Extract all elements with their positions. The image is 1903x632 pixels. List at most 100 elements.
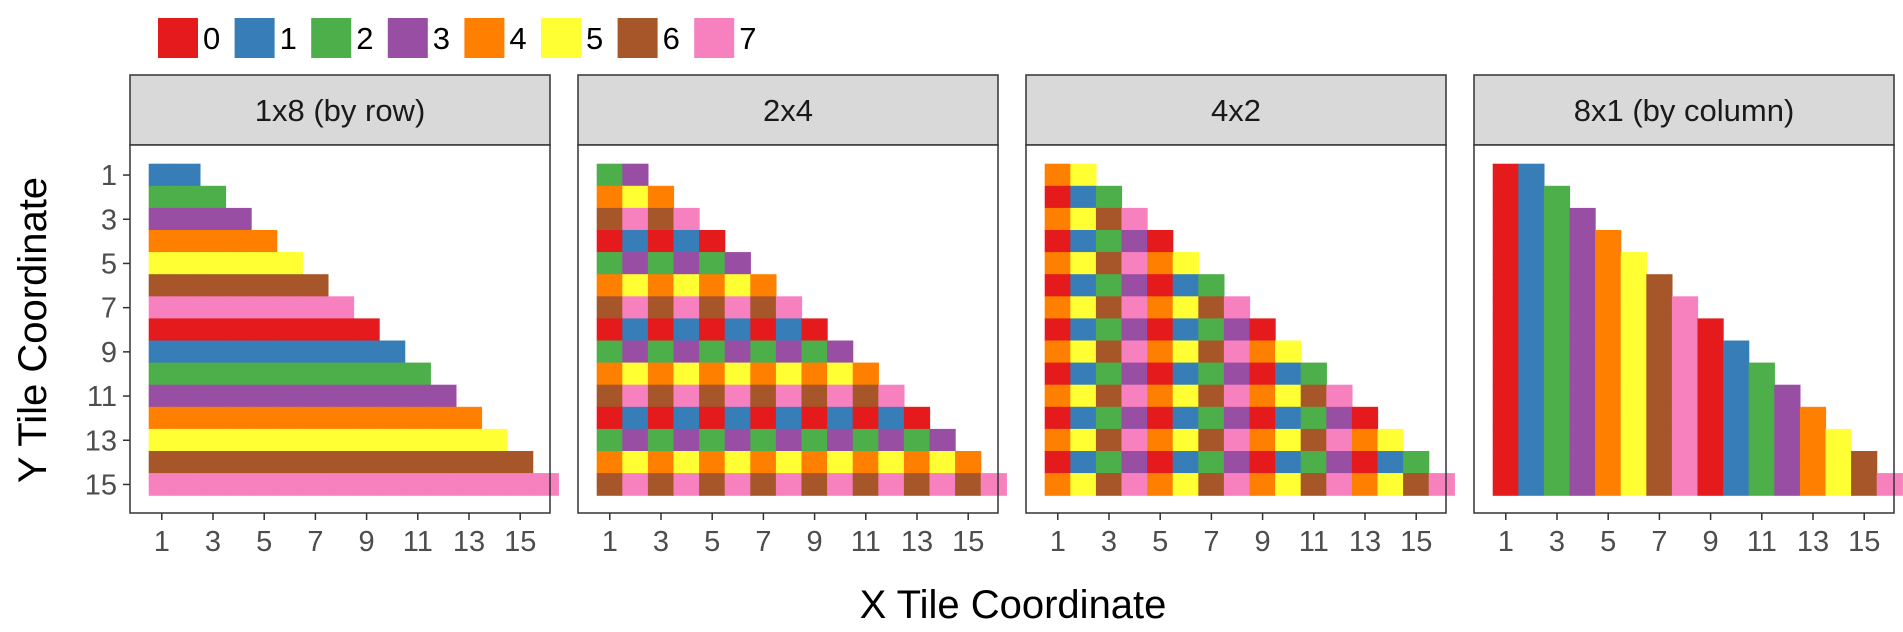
tile-x1-y12 — [622, 406, 649, 430]
tile-x3-y12 — [1121, 406, 1148, 430]
tile-x1-y15 — [1518, 473, 1545, 496]
tile-x3-y6 — [225, 274, 252, 297]
tile-x5-y8 — [1620, 318, 1647, 342]
tile-x12-y14 — [903, 450, 931, 474]
tile-x5-y11 — [276, 384, 303, 408]
tile-x11-y14 — [878, 450, 905, 474]
tile-x2-y10 — [1095, 362, 1123, 386]
tile-x4-y13 — [699, 428, 726, 452]
y-tick-label: 13 — [85, 425, 117, 457]
tile-x7-y8 — [1671, 318, 1699, 342]
tile-x8-y10 — [1249, 362, 1276, 386]
tile-x2-y9 — [647, 340, 675, 364]
tile-x12-y14 — [1351, 450, 1379, 474]
tile-x1-y14 — [622, 450, 649, 474]
tile-x7-y9 — [1671, 340, 1699, 364]
tile-x5-y13 — [724, 428, 751, 452]
tile-x12-y15 — [1799, 473, 1827, 496]
tile-x10-y10 — [1748, 362, 1775, 386]
tile-x13-y14 — [1825, 450, 1852, 474]
tile-x5-y15 — [1620, 473, 1647, 496]
y-tick-label: 9 — [101, 337, 117, 369]
tile-x5-y11 — [1620, 384, 1647, 408]
tile-x0-y8 — [1044, 318, 1071, 342]
tile-x5-y11 — [724, 384, 751, 408]
y-tick-label: 7 — [101, 293, 117, 325]
tile-x3-y12 — [1569, 406, 1596, 430]
panel-border — [1473, 144, 1895, 514]
tile-x2-y5 — [1095, 252, 1123, 275]
tiles — [148, 163, 559, 496]
tile-x2-y9 — [1543, 340, 1571, 364]
tile-x3-y3 — [1121, 207, 1148, 231]
legend-item-0: 0 — [158, 18, 220, 58]
tile-x3-y4 — [1569, 230, 1596, 253]
tile-x4-y7 — [699, 296, 726, 320]
x-tick-label: 13 — [1797, 526, 1829, 558]
legend-label: 1 — [280, 21, 297, 56]
tile-x11-y15 — [430, 473, 457, 496]
tile-x6-y8 — [1198, 318, 1225, 342]
legend-item-1: 1 — [234, 18, 297, 58]
tile-x2-y5 — [647, 252, 675, 275]
tile-x5-y9 — [724, 340, 751, 364]
tile-x6-y12 — [1198, 406, 1225, 430]
tile-x10-y11 — [852, 384, 879, 408]
tile-x2-y4 — [1543, 230, 1571, 253]
tile-x1-y4 — [174, 230, 201, 253]
tile-x15-y15 — [1876, 473, 1903, 496]
tile-x6-y8 — [1646, 318, 1673, 342]
legend-label: 3 — [433, 21, 450, 56]
tile-x8-y8 — [353, 318, 380, 342]
tile-x1-y14 — [174, 450, 201, 474]
tile-x10-y15 — [852, 473, 879, 496]
tile-x0-y4 — [596, 230, 623, 253]
tile-x2-y13 — [199, 428, 227, 452]
panel-4: 8x1 (by column)1 3 5 7 9 11 13 15 — [1473, 74, 1903, 558]
tile-x12-y15 — [903, 473, 931, 496]
tile-x3-y15 — [225, 473, 252, 496]
tile-x3-y8 — [1121, 318, 1148, 342]
tile-x10-y12 — [404, 406, 431, 430]
tile-x3-y11 — [225, 384, 252, 408]
tile-x3-y7 — [673, 296, 700, 320]
tile-x5-y8 — [1172, 318, 1199, 342]
tile-x13-y14 — [1377, 450, 1404, 474]
tile-x4-y7 — [251, 296, 278, 320]
x-tick-label: 9 — [1703, 526, 1719, 558]
tile-x7-y15 — [1671, 473, 1699, 496]
tile-x11-y11 — [878, 384, 905, 408]
tile-x1-y14 — [1518, 450, 1545, 474]
tile-x4-y9 — [1595, 340, 1622, 364]
y-tick-label: 3 — [101, 204, 117, 236]
tile-x4-y9 — [699, 340, 726, 364]
tile-x10-y12 — [1748, 406, 1775, 430]
tile-x4-y13 — [1595, 428, 1622, 452]
tile-x3-y11 — [673, 384, 700, 408]
tile-x9-y12 — [379, 406, 406, 430]
tile-x5-y14 — [276, 450, 303, 474]
tile-x3-y9 — [1569, 340, 1596, 364]
tile-x9-y9 — [379, 340, 406, 364]
tile-x4-y13 — [251, 428, 278, 452]
tile-x9-y14 — [827, 450, 854, 474]
tile-x5-y5 — [724, 252, 751, 275]
panel-border — [577, 144, 999, 514]
tile-x5-y15 — [724, 473, 751, 496]
tile-x14-y14 — [1403, 450, 1430, 474]
tile-x3-y5 — [1121, 252, 1148, 275]
tile-x2-y11 — [1543, 384, 1571, 408]
tile-x8-y12 — [353, 406, 380, 430]
tile-x4-y11 — [699, 384, 726, 408]
tile-x8-y11 — [801, 384, 828, 408]
tile-x0-y5 — [1492, 252, 1519, 275]
tile-x5-y7 — [1620, 296, 1647, 320]
tile-x12-y15 — [1351, 473, 1379, 496]
tile-x6-y13 — [1646, 428, 1673, 452]
tile-x1-y8 — [1070, 318, 1097, 342]
tile-x2-y7 — [647, 296, 675, 320]
tile-x1-y9 — [174, 340, 201, 364]
tile-x4-y12 — [1595, 406, 1622, 430]
tile-x8-y15 — [1697, 473, 1724, 496]
